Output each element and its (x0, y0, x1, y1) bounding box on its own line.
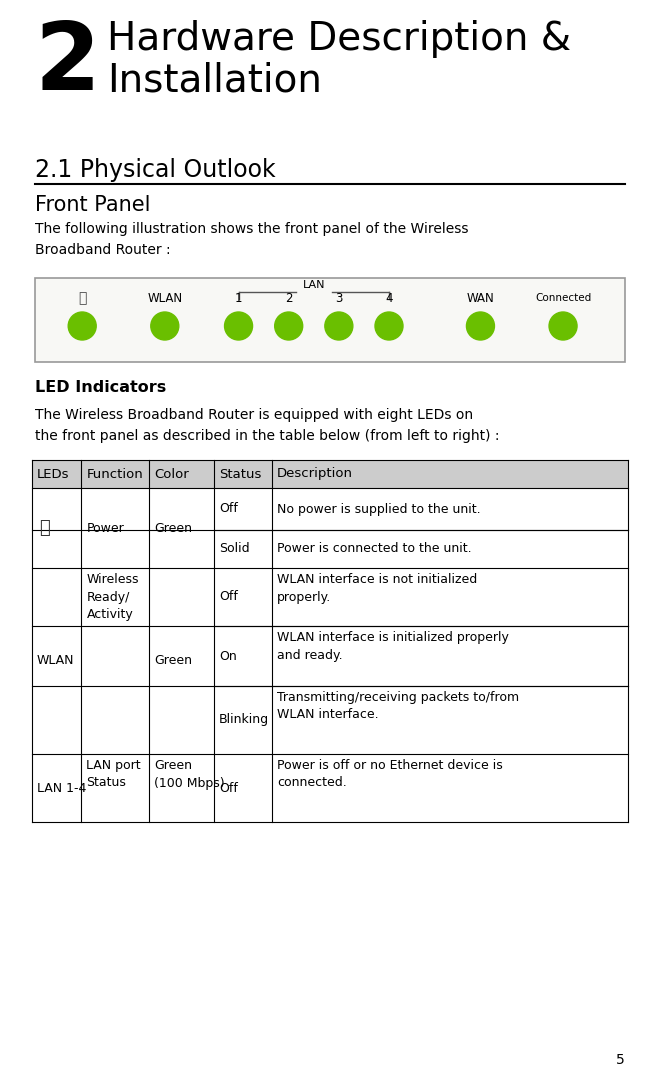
Text: 2: 2 (35, 18, 101, 110)
Text: WLAN interface is not initialized
properly.: WLAN interface is not initialized proper… (277, 573, 477, 603)
Text: LAN port
Status: LAN port Status (87, 760, 141, 790)
Ellipse shape (466, 312, 494, 340)
Text: LEDs: LEDs (37, 468, 70, 481)
Text: Hardware Description &: Hardware Description & (107, 20, 571, 58)
Bar (35, 278, 625, 362)
Text: 4: 4 (385, 292, 393, 305)
Bar (32, 460, 628, 488)
Text: Transmitting/receiving packets to/from
WLAN interface.: Transmitting/receiving packets to/from W… (277, 691, 519, 722)
Text: WLAN interface is initialized properly
and ready.: WLAN interface is initialized properly a… (277, 631, 509, 662)
Text: Connected: Connected (535, 293, 591, 303)
Text: 1: 1 (235, 292, 243, 305)
Text: Green: Green (155, 522, 192, 535)
Text: WAN: WAN (467, 292, 494, 305)
Text: On: On (219, 650, 237, 663)
Text: Function: Function (87, 468, 143, 481)
Ellipse shape (375, 312, 403, 340)
Text: 2.1 Physical Outlook: 2.1 Physical Outlook (35, 158, 276, 182)
Text: Description: Description (277, 468, 353, 481)
Text: Off: Off (219, 781, 238, 794)
Text: LAN: LAN (303, 280, 325, 290)
Text: Power is off or no Ethernet device is
connected.: Power is off or no Ethernet device is co… (277, 760, 503, 790)
Text: Blinking: Blinking (219, 714, 269, 727)
Text: Status: Status (219, 468, 261, 481)
Text: Color: Color (155, 468, 189, 481)
Text: Green: Green (155, 654, 192, 667)
Text: ⏻: ⏻ (39, 519, 50, 537)
Text: Power: Power (87, 522, 125, 535)
Ellipse shape (151, 312, 179, 340)
Text: The Wireless Broadband Router is equipped with eight LEDs on
the front panel as : The Wireless Broadband Router is equippe… (35, 408, 499, 443)
Ellipse shape (68, 312, 96, 340)
Text: Off: Off (219, 590, 238, 603)
Text: LED Indicators: LED Indicators (35, 380, 166, 395)
Text: 2: 2 (285, 292, 293, 305)
Ellipse shape (224, 312, 252, 340)
Text: Green
(100 Mbps): Green (100 Mbps) (155, 760, 225, 790)
Text: Wireless
Ready/
Activity: Wireless Ready/ Activity (87, 573, 139, 621)
Ellipse shape (274, 312, 303, 340)
Text: Solid: Solid (219, 542, 250, 556)
Text: 3: 3 (335, 292, 342, 305)
Text: 5: 5 (616, 1054, 625, 1067)
Text: WLAN: WLAN (37, 654, 74, 667)
Text: ⏻: ⏻ (78, 291, 86, 305)
Text: Front Panel: Front Panel (35, 195, 151, 215)
Ellipse shape (549, 312, 577, 340)
Ellipse shape (325, 312, 353, 340)
Text: No power is supplied to the unit.: No power is supplied to the unit. (277, 502, 481, 515)
Text: Power is connected to the unit.: Power is connected to the unit. (277, 542, 472, 556)
Text: Off: Off (219, 502, 238, 515)
Text: The following illustration shows the front panel of the Wireless
Broadband Route: The following illustration shows the fro… (35, 222, 469, 256)
Text: LAN 1-4: LAN 1-4 (37, 781, 86, 794)
Text: WLAN: WLAN (147, 292, 183, 305)
Text: Installation: Installation (107, 62, 322, 100)
